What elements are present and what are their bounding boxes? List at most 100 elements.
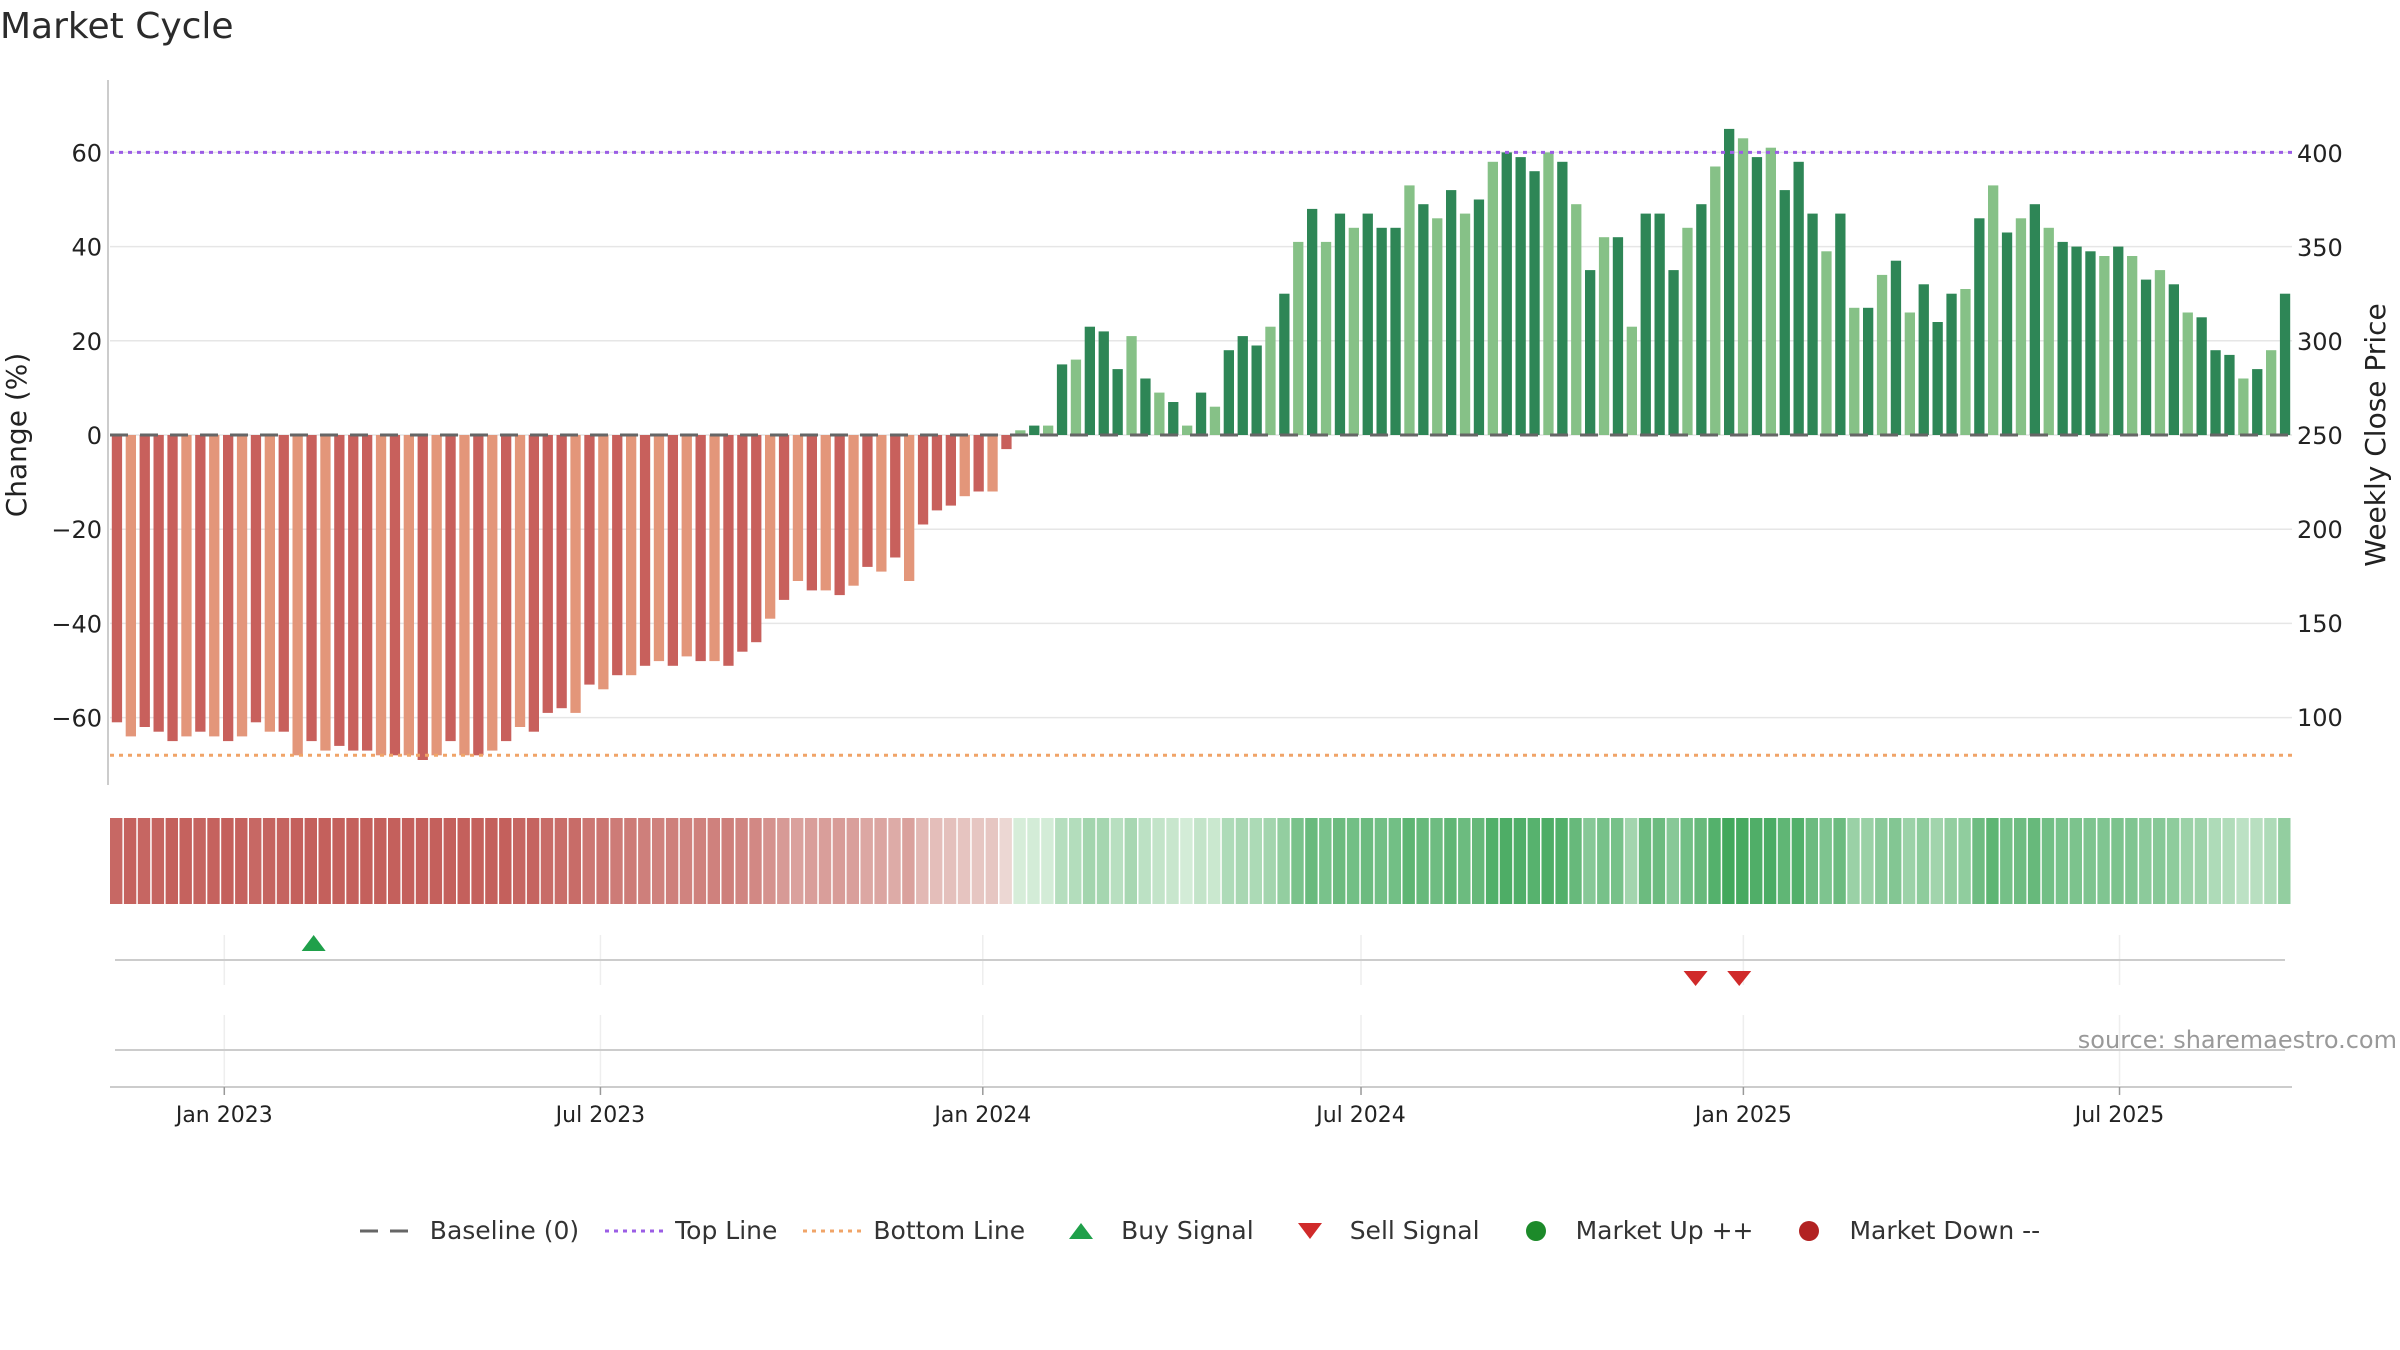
change-bar xyxy=(1404,185,1415,435)
change-bar xyxy=(681,435,692,657)
change-bar xyxy=(917,435,929,525)
strip-cell xyxy=(2153,818,2166,904)
strip-cell xyxy=(1875,818,1888,904)
change-bar xyxy=(250,435,262,723)
change-bar xyxy=(2279,293,2291,435)
change-bar xyxy=(473,435,484,756)
change-bar xyxy=(431,435,442,756)
change-bar xyxy=(153,435,164,732)
change-bar xyxy=(195,435,206,732)
change-bar xyxy=(1307,208,1318,435)
legend-label: Top Line xyxy=(675,1216,778,1245)
change-bar xyxy=(528,435,539,732)
strip-cell xyxy=(429,818,443,904)
circle-icon xyxy=(1779,1217,1839,1245)
change-bar xyxy=(2015,218,2027,435)
change-bar xyxy=(1320,241,1332,435)
strip-cell xyxy=(1124,818,1137,904)
strip-cell xyxy=(610,818,623,904)
change-bar xyxy=(2252,369,2263,435)
change-bar xyxy=(1126,336,1137,435)
change-bar xyxy=(1112,369,1123,435)
change-bar xyxy=(1459,213,1471,435)
change-bar xyxy=(1918,284,1929,435)
change-bar xyxy=(167,435,178,742)
strip-cell xyxy=(374,818,387,904)
y2-tick-label: 100 xyxy=(2297,704,2343,732)
strip-cell xyxy=(1527,818,1540,904)
x-tick-label: Jul 2023 xyxy=(554,1103,646,1128)
change-bar xyxy=(1418,204,1429,435)
strip-cell xyxy=(1555,818,1568,904)
strip-cell xyxy=(526,818,540,904)
change-bar xyxy=(1334,213,1346,435)
change-bar xyxy=(1710,166,1721,435)
change-bar xyxy=(348,435,359,751)
change-bar xyxy=(2127,256,2138,435)
change-bar xyxy=(1557,161,1568,436)
y-tick-label: 20 xyxy=(71,328,102,356)
strip-cell xyxy=(137,818,151,904)
strip-cell xyxy=(554,818,568,904)
strip-cell xyxy=(568,818,581,904)
change-bar xyxy=(1487,161,1498,436)
y2-tick-label: 200 xyxy=(2297,516,2343,544)
change-bar xyxy=(931,435,943,511)
change-bar xyxy=(1668,270,1679,435)
chart-title: Market Cycle xyxy=(0,6,234,47)
strip-cell xyxy=(471,818,484,904)
y-axis-label: Change (%) xyxy=(0,353,33,518)
change-bar xyxy=(1376,227,1387,435)
change-bar xyxy=(487,435,498,751)
change-bar xyxy=(2099,256,2110,435)
change-bars xyxy=(111,128,2291,760)
strip-cell xyxy=(665,818,679,904)
change-bar xyxy=(765,435,776,619)
change-bar xyxy=(1793,161,1804,436)
change-bar xyxy=(403,435,414,756)
strip-cell xyxy=(2000,818,2013,904)
change-bar xyxy=(862,435,873,567)
sell-signal-marker xyxy=(1727,971,1752,986)
strip-cell xyxy=(1388,818,1401,904)
strip-cell xyxy=(1138,818,1151,904)
change-bar xyxy=(223,435,234,742)
strip-cell xyxy=(1750,818,1763,904)
strip-cell xyxy=(1263,818,1276,904)
change-bar xyxy=(445,435,456,742)
strip-cell xyxy=(888,818,901,904)
change-bar xyxy=(1168,402,1179,435)
strip-cell xyxy=(1194,818,1207,904)
strip-cell xyxy=(1249,818,1262,904)
strip-cell xyxy=(1444,818,1457,904)
change-bar xyxy=(2210,350,2221,435)
strip-cell xyxy=(332,818,345,904)
strip-cell xyxy=(2222,818,2235,904)
change-bar xyxy=(1515,157,1526,435)
strip-cell xyxy=(582,818,595,904)
x-tick-label: Jan 2024 xyxy=(932,1103,1031,1128)
change-bar xyxy=(1015,430,1026,435)
strip-cell xyxy=(1638,818,1652,904)
strip-cell xyxy=(1791,818,1805,904)
strip-cell xyxy=(2027,818,2041,904)
change-bar xyxy=(1626,326,1637,435)
y2-tick-label: 250 xyxy=(2297,422,2343,450)
change-bar xyxy=(1001,435,1012,450)
dotted-line-icon xyxy=(803,1217,864,1245)
source-text: source: sharemaestro.com xyxy=(2078,1026,2397,1054)
strip-cell xyxy=(1346,818,1360,904)
change-bar xyxy=(1473,199,1485,435)
strip-cell xyxy=(2208,818,2221,904)
change-bar xyxy=(1543,152,1554,435)
legend: Baseline (0) Top Line Bottom Line Buy Signa… xyxy=(0,1216,2400,1245)
strip-cell xyxy=(971,818,985,904)
strip-cell xyxy=(1319,818,1332,904)
change-bar xyxy=(1237,336,1248,435)
change-bar xyxy=(959,435,970,497)
strip-cell xyxy=(179,818,192,904)
change-bar xyxy=(1223,350,1234,435)
legend-item-top: Top Line xyxy=(605,1216,777,1245)
change-bar xyxy=(1390,227,1401,435)
